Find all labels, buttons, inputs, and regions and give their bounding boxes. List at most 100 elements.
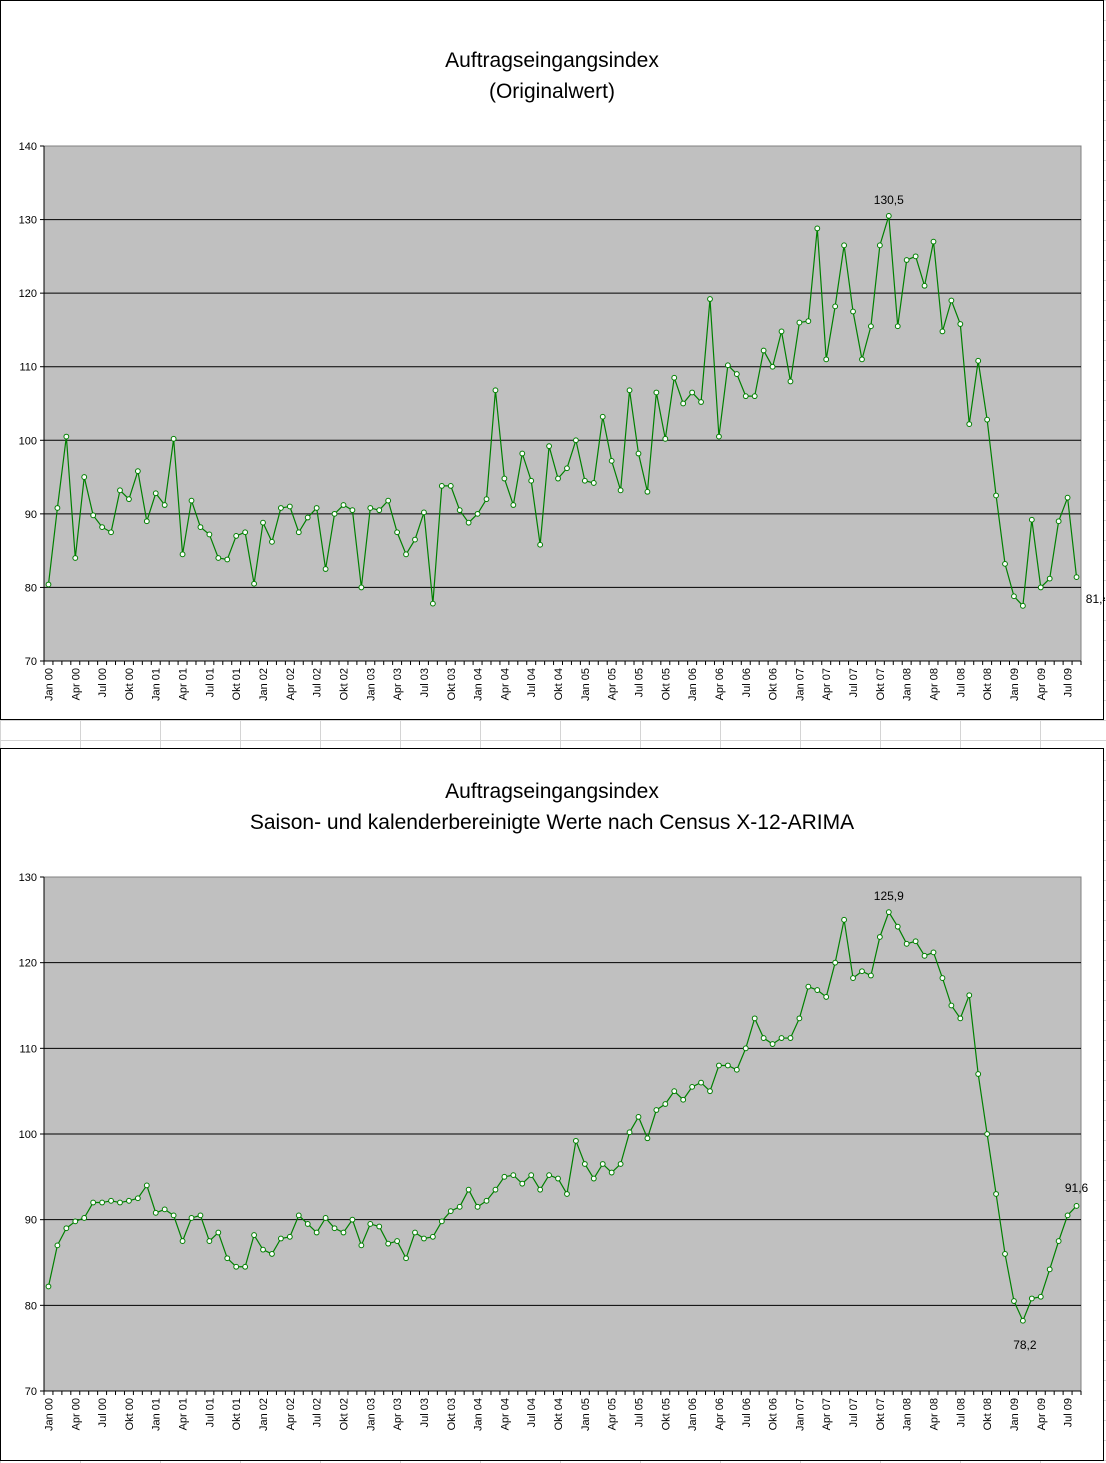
data-point bbox=[242, 529, 249, 536]
data-point bbox=[438, 483, 445, 489]
x-tick-label: Jul 08 bbox=[955, 1398, 967, 1427]
x-tick-label: Jul 01 bbox=[204, 668, 216, 697]
data-point bbox=[278, 1235, 284, 1242]
data-point bbox=[760, 1035, 767, 1041]
data-point bbox=[412, 1229, 418, 1236]
data-point bbox=[644, 1135, 651, 1142]
data-point bbox=[707, 296, 713, 302]
x-tick-label: Okt 00 bbox=[124, 668, 136, 700]
data-label: 130,5 bbox=[874, 193, 904, 207]
data-point bbox=[564, 465, 570, 472]
chart-subtitle: (Originalwert) bbox=[488, 80, 616, 103]
data-point bbox=[930, 238, 937, 245]
x-tick-label: Okt 00 bbox=[124, 1398, 136, 1430]
data-point bbox=[814, 225, 821, 232]
data-point bbox=[1064, 494, 1071, 501]
chart-plot-svg: 70 80 90 100 110 120 130 Jan 00 Apr 00 Jul 00 Okt … bbox=[19, 872, 1089, 1431]
data-point bbox=[340, 1229, 347, 1236]
x-tick-label: Jan 01 bbox=[151, 668, 163, 701]
data-point bbox=[778, 1035, 785, 1041]
data-point bbox=[465, 519, 472, 526]
data-point bbox=[876, 242, 883, 249]
x-tick-label: Jul 06 bbox=[741, 668, 753, 697]
x-tick-label: Apr 05 bbox=[607, 668, 619, 700]
x-tick-label: Jan 08 bbox=[902, 1398, 914, 1431]
data-point bbox=[429, 600, 436, 607]
data-point bbox=[304, 514, 311, 521]
data-point bbox=[671, 1088, 678, 1095]
data-point bbox=[215, 555, 222, 561]
x-tick-label: Apr 06 bbox=[714, 1398, 726, 1430]
data-point bbox=[859, 968, 865, 975]
x-tick-label: Okt 05 bbox=[660, 668, 672, 700]
data-point bbox=[421, 1235, 427, 1242]
data-point bbox=[170, 435, 177, 442]
data-point bbox=[975, 1071, 982, 1077]
data-point bbox=[224, 556, 231, 563]
data-point bbox=[537, 1186, 544, 1193]
x-tick-label: Jul 03 bbox=[419, 668, 431, 697]
data-point bbox=[501, 475, 508, 482]
data-point bbox=[385, 497, 392, 504]
data-point bbox=[876, 934, 883, 940]
data-point bbox=[188, 1215, 195, 1221]
data-point bbox=[662, 1101, 669, 1107]
x-tick-label: Apr 00 bbox=[70, 668, 82, 700]
data-point bbox=[555, 475, 561, 482]
x-tick-label: Okt 07 bbox=[875, 668, 887, 700]
data-point bbox=[1011, 593, 1017, 600]
x-tick-label: Jan 05 bbox=[580, 1398, 592, 1431]
y-tick-label: 120 bbox=[19, 288, 37, 300]
data-point bbox=[832, 959, 839, 966]
data-point bbox=[456, 507, 463, 514]
y-tick-label: 90 bbox=[25, 1215, 37, 1227]
data-point bbox=[429, 1233, 436, 1240]
data-point bbox=[555, 1175, 561, 1182]
data-point bbox=[733, 371, 740, 377]
data-point bbox=[1011, 1298, 1017, 1304]
x-tick-label: Jan 00 bbox=[43, 1398, 55, 1431]
data-point bbox=[787, 378, 794, 385]
data-point bbox=[680, 1096, 687, 1103]
data-point bbox=[1064, 1212, 1071, 1219]
x-tick-label: Apr 05 bbox=[607, 1398, 619, 1430]
data-label: 78,2 bbox=[1013, 1338, 1037, 1352]
x-tick-label: Jul 09 bbox=[1063, 668, 1075, 697]
chart-seasonally-adjusted[interactable]: Auftragseingangsindex Saison- und kalend… bbox=[0, 748, 1104, 1461]
data-point bbox=[796, 1015, 803, 1022]
data-point bbox=[143, 1182, 150, 1189]
data-point bbox=[966, 992, 973, 999]
data-point bbox=[108, 1197, 114, 1204]
data-point bbox=[54, 1242, 61, 1249]
data-point bbox=[295, 1212, 302, 1219]
chart-original[interactable]: Auftragseingangsindex (Originalwert) 70 8… bbox=[0, 0, 1105, 720]
data-point bbox=[519, 450, 526, 457]
data-point bbox=[179, 1238, 186, 1244]
data-point bbox=[206, 531, 213, 538]
x-tick-label: Apr 03 bbox=[392, 668, 404, 700]
x-tick-label: Jan 09 bbox=[1009, 668, 1021, 701]
data-point bbox=[304, 1221, 311, 1227]
data-point bbox=[590, 480, 597, 486]
data-point bbox=[385, 1240, 392, 1247]
x-tick-label: Apr 00 bbox=[70, 1398, 82, 1430]
data-point bbox=[233, 533, 240, 539]
data-point bbox=[796, 319, 803, 326]
data-point bbox=[626, 387, 633, 394]
data-point bbox=[1002, 1251, 1008, 1257]
data-point bbox=[438, 1218, 445, 1225]
data-point bbox=[635, 450, 642, 457]
data-point bbox=[152, 1209, 159, 1216]
data-point bbox=[573, 1137, 579, 1144]
data-point bbox=[975, 357, 982, 364]
data-point bbox=[367, 1221, 374, 1227]
data-point bbox=[1002, 560, 1008, 567]
data-point bbox=[894, 323, 901, 330]
data-point bbox=[474, 510, 481, 517]
x-tick-label: Jan 09 bbox=[1009, 1398, 1021, 1431]
data-point bbox=[1037, 584, 1044, 591]
y-tick-label: 140 bbox=[19, 141, 37, 153]
x-tick-label: Apr 07 bbox=[821, 1398, 833, 1430]
data-point bbox=[45, 1283, 52, 1290]
data-point bbox=[197, 1212, 204, 1219]
